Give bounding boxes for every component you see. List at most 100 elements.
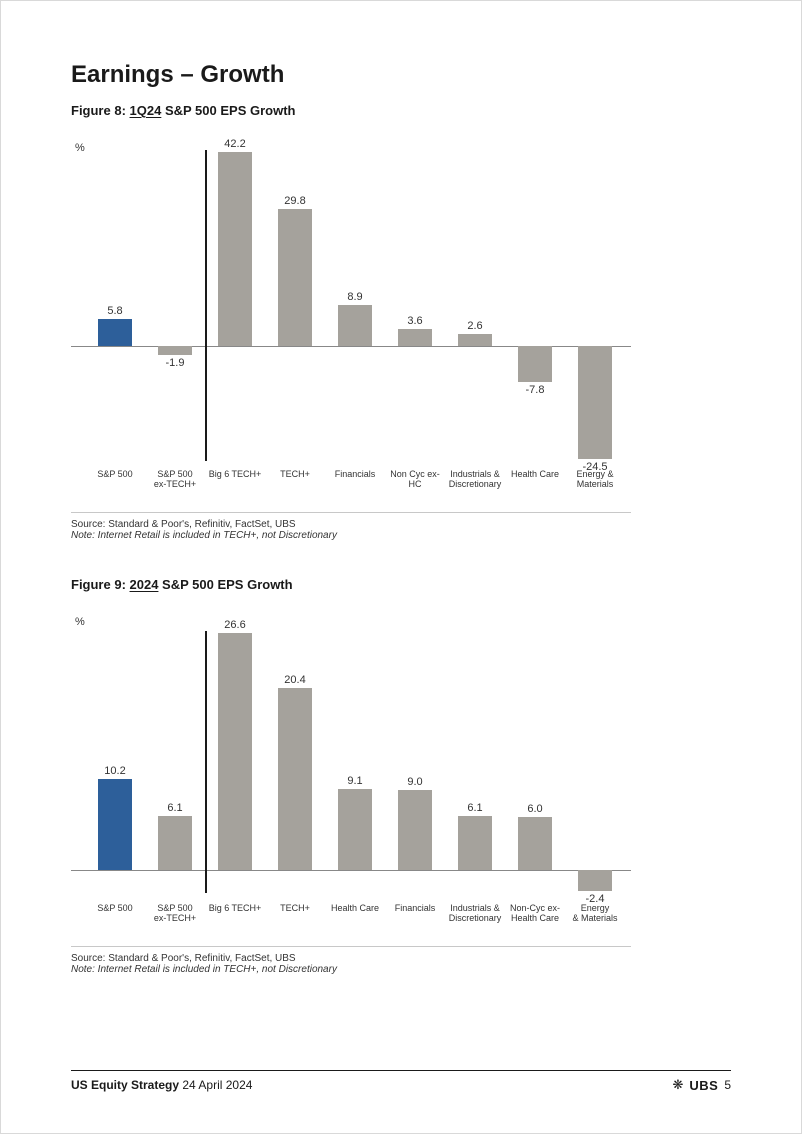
- bar: [578, 346, 612, 459]
- chart-divider: [205, 631, 207, 893]
- bar-value-label: 20.4: [284, 674, 305, 686]
- xaxis-label: TECH+: [265, 904, 325, 914]
- bar-value-label: 9.0: [407, 776, 422, 788]
- bar: [518, 817, 552, 870]
- figure-9-plot: 10.2 6.1 26.6 20.4 9.1 9.0 6.1 6.0 -2.4: [71, 610, 631, 900]
- bar: [338, 305, 372, 346]
- xaxis-label: Energy &Materials: [565, 470, 625, 490]
- bar-column: 6.1: [445, 610, 505, 900]
- chart-bars: 5.8 -1.9 42.2 29.8 8.9 3.6 2.6 -7.8 -24.5: [71, 136, 631, 466]
- xaxis-label: Industrials &Discretionary: [445, 470, 505, 490]
- footer-date-text: 24 April 2024: [182, 1078, 252, 1092]
- bar-column: 2.6: [445, 136, 505, 466]
- bar: [458, 816, 492, 870]
- xaxis-label: Financials: [325, 470, 385, 480]
- bar: [578, 870, 612, 891]
- figure-8-title: Figure 8: 1Q24 S&P 500 EPS Growth: [71, 103, 731, 118]
- xaxis-label: Big 6 TECH+: [205, 470, 265, 480]
- footer-page-number: 5: [724, 1078, 731, 1092]
- bar: [158, 816, 192, 870]
- bar: [158, 346, 192, 355]
- xaxis-label: Non-Cyc ex-Health Care: [505, 904, 565, 924]
- figure-9-xaxis: S&P 500S&P 500ex-TECH+Big 6 TECH+TECH+He…: [71, 904, 631, 932]
- bar-column: 26.6: [205, 610, 265, 900]
- xaxis-label: Energy& Materials: [565, 904, 625, 924]
- bar-value-label: -1.9: [166, 357, 185, 369]
- figure-8-source-block: Source: Standard & Poor's, Refinitiv, Fa…: [71, 512, 631, 541]
- ubs-keys-icon: ❋: [672, 1077, 683, 1093]
- xaxis-label: Health Care: [505, 470, 565, 480]
- figure-8-title-prefix: Figure 8:: [71, 103, 130, 118]
- bar-column: -24.5: [565, 136, 625, 466]
- xaxis-label: Industrials &Discretionary: [445, 904, 505, 924]
- bar-value-label: 6.0: [527, 803, 542, 815]
- footer-right: ❋ UBS 5: [672, 1077, 731, 1093]
- figure-9: Figure 9: 2024 S&P 500 EPS Growth % 10.2…: [71, 577, 731, 975]
- figure-8-note: Note: Internet Retail is included in TEC…: [71, 530, 631, 541]
- figure-9-title-prefix: Figure 9:: [71, 577, 130, 592]
- bar-column: 5.8: [85, 136, 145, 466]
- figure-8-title-suffix: S&P 500 EPS Growth: [161, 103, 295, 118]
- bar-column: -2.4: [565, 610, 625, 900]
- bar-column: 20.4: [265, 610, 325, 900]
- bar-column: 42.2: [205, 136, 265, 466]
- xaxis-label: Big 6 TECH+: [205, 904, 265, 914]
- figure-8-source: Source: Standard & Poor's, Refinitiv, Fa…: [71, 519, 631, 530]
- bar-value-label: 10.2: [104, 765, 125, 777]
- figure-9-chart: % 10.26.126.620.49.19.06.16.0-2.4 S&P 50…: [71, 610, 631, 932]
- bar-value-label: 2.6: [467, 320, 482, 332]
- bar-column: 10.2: [85, 610, 145, 900]
- figure-9-title-period: 2024: [130, 577, 159, 592]
- footer-left: US Equity Strategy 24 April 2024: [71, 1078, 252, 1092]
- bar-column: 9.0: [385, 610, 445, 900]
- bar-column: 9.1: [325, 610, 385, 900]
- xaxis-label: S&P 500ex-TECH+: [145, 470, 205, 490]
- figure-8: Figure 8: 1Q24 S&P 500 EPS Growth % 5.8-…: [71, 103, 731, 541]
- bar: [278, 209, 312, 346]
- bar: [218, 152, 252, 346]
- bar-column: 6.0: [505, 610, 565, 900]
- bar-value-label: 42.2: [224, 138, 245, 150]
- chart-bars: 10.2 6.1 26.6 20.4 9.1 9.0 6.1 6.0 -2.4: [71, 610, 631, 900]
- bar: [458, 334, 492, 346]
- bar-column: 6.1: [145, 610, 205, 900]
- bar: [98, 779, 132, 870]
- bar-value-label: 26.6: [224, 619, 245, 631]
- bar-column: 29.8: [265, 136, 325, 466]
- bar-column: -1.9: [145, 136, 205, 466]
- xaxis-label: S&P 500ex-TECH+: [145, 904, 205, 924]
- xaxis-label: Non Cyc ex-HC: [385, 470, 445, 490]
- page-title: Earnings – Growth: [71, 61, 731, 89]
- figure-8-xaxis: S&P 500S&P 500ex-TECH+Big 6 TECH+TECH+Fi…: [71, 470, 631, 498]
- ubs-logo: UBS: [689, 1078, 718, 1093]
- xaxis-label: Health Care: [325, 904, 385, 914]
- bar-column: 3.6: [385, 136, 445, 466]
- bar-column: 8.9: [325, 136, 385, 466]
- xaxis-label: S&P 500: [85, 904, 145, 914]
- footer-section: US Equity Strategy: [71, 1078, 179, 1092]
- bar: [398, 790, 432, 870]
- figure-8-chart: % 5.8-1.942.229.88.93.62.6-7.8-24.5 S&P …: [71, 136, 631, 498]
- bar-column: -7.8: [505, 136, 565, 466]
- xaxis-label: TECH+: [265, 470, 325, 480]
- xaxis-label: Financials: [385, 904, 445, 914]
- bar: [98, 319, 132, 346]
- figure-9-note: Note: Internet Retail is included in TEC…: [71, 964, 631, 975]
- bar-value-label: 5.8: [107, 305, 122, 317]
- bar-value-label: -7.8: [526, 384, 545, 396]
- bar-value-label: 29.8: [284, 195, 305, 207]
- bar: [278, 688, 312, 870]
- page-footer: US Equity Strategy 24 April 2024 ❋ UBS 5: [71, 1070, 731, 1093]
- bar-value-label: 3.6: [407, 315, 422, 327]
- bar: [218, 633, 252, 870]
- figure-9-title: Figure 9: 2024 S&P 500 EPS Growth: [71, 577, 731, 592]
- xaxis-label: S&P 500: [85, 470, 145, 480]
- chart-divider: [205, 150, 207, 461]
- bar: [518, 346, 552, 382]
- bar-value-label: 8.9: [347, 291, 362, 303]
- bar-value-label: 6.1: [167, 802, 182, 814]
- bar-value-label: 9.1: [347, 775, 362, 787]
- figure-9-title-suffix: S&P 500 EPS Growth: [158, 577, 292, 592]
- figure-9-source-block: Source: Standard & Poor's, Refinitiv, Fa…: [71, 946, 631, 975]
- bar: [338, 789, 372, 870]
